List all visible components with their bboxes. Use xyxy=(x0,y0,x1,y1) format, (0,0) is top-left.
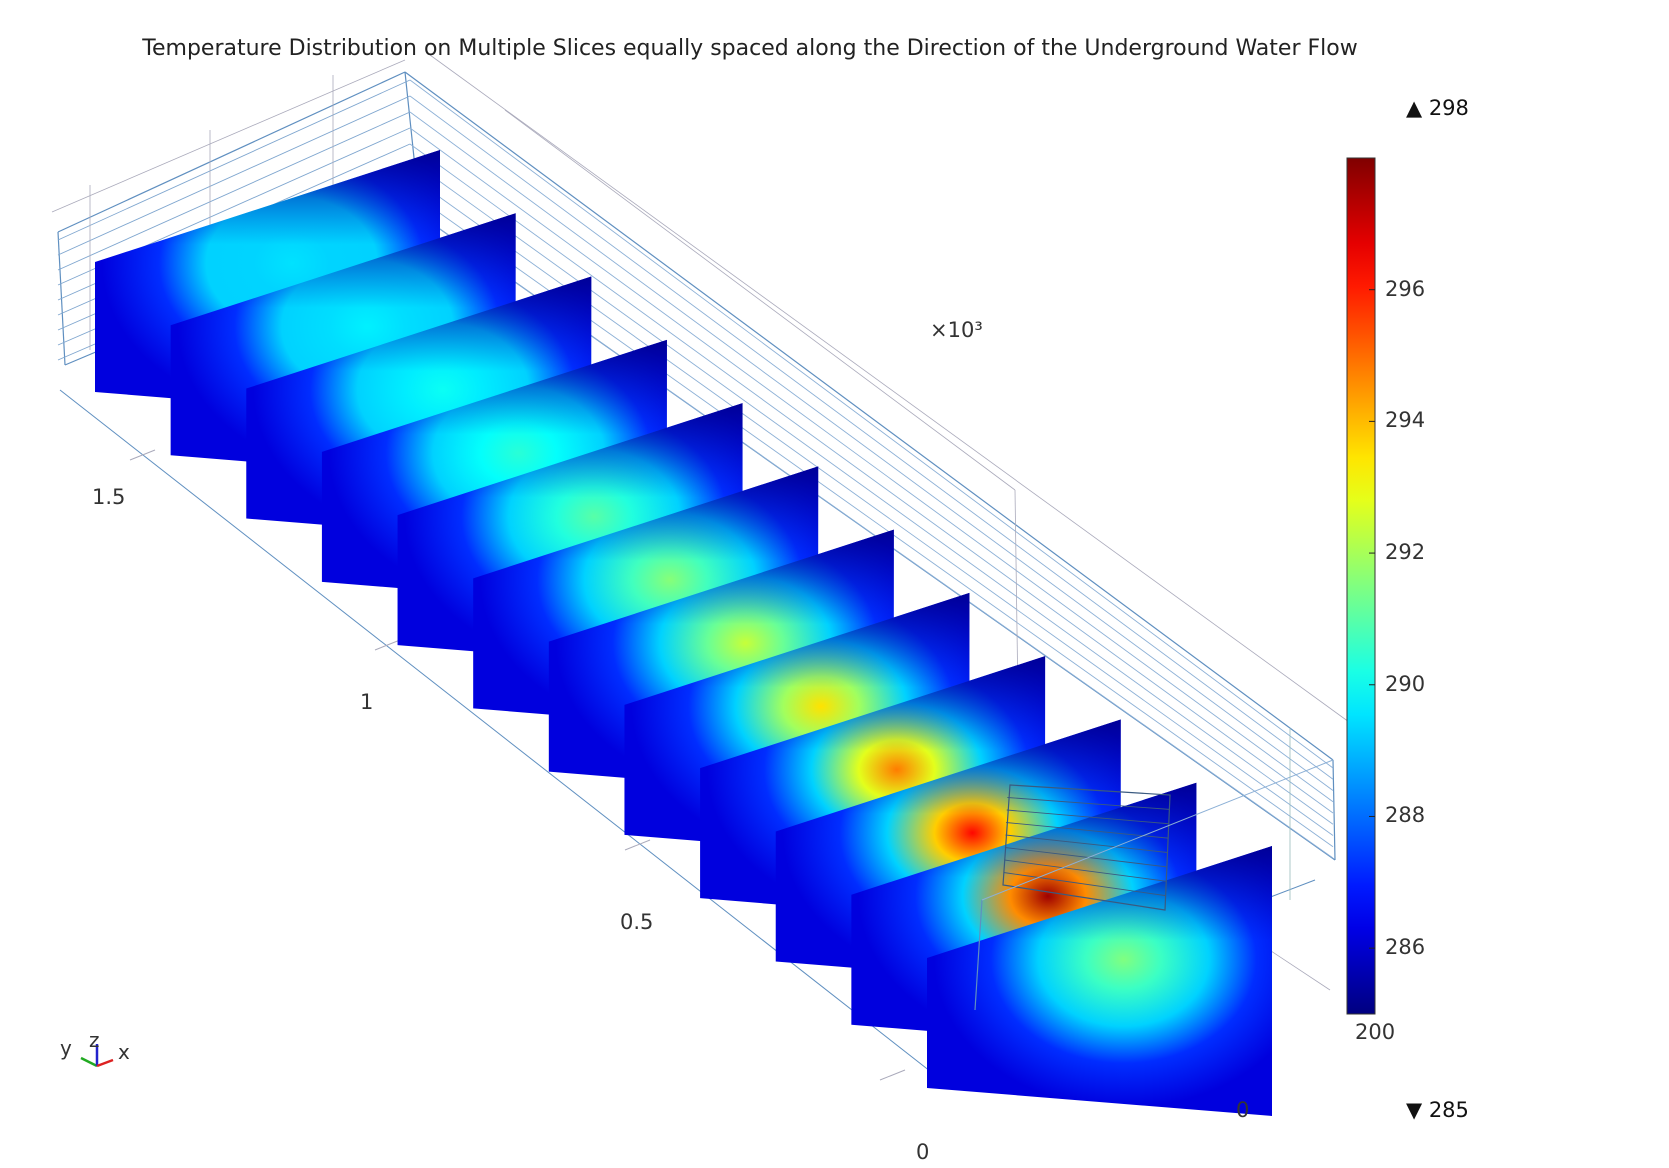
box-edge xyxy=(1005,834,1168,853)
box-edge xyxy=(1006,822,1169,839)
box-edge xyxy=(879,1069,906,1081)
x-tick-label-1: 200 xyxy=(1355,1020,1396,1044)
box-edge xyxy=(981,759,1334,901)
y-tick-label-1: 1.5 xyxy=(92,485,126,509)
box-edge xyxy=(409,95,1334,780)
colorbar-gradient xyxy=(1346,157,1376,1015)
box-edge xyxy=(429,54,1361,731)
triad-label-y: y xyxy=(60,1036,72,1060)
box-edge xyxy=(57,71,406,233)
axis-multiplier-label: ×10³ xyxy=(930,318,983,342)
box-edge xyxy=(57,111,411,271)
box-edge xyxy=(504,109,1016,491)
box-edge xyxy=(1261,944,1331,991)
triad-label-z: z xyxy=(89,1028,100,1052)
colorbar-tick-label-296: 296 xyxy=(1385,276,1426,301)
box-edge xyxy=(57,79,411,241)
colorbar xyxy=(1346,157,1376,1015)
triad-x-arrow xyxy=(96,1058,114,1068)
chart-title: Temperature Distribution on Multiple Sli… xyxy=(142,36,1358,61)
y-tick-label-2: 1 xyxy=(360,690,374,714)
axis-triad-icon xyxy=(80,1044,114,1068)
box-edge xyxy=(974,899,983,1011)
box-edge xyxy=(374,639,401,651)
box-edge xyxy=(409,127,1334,803)
triad-y-arrow xyxy=(80,1056,98,1068)
triad-label-x: x xyxy=(118,1040,130,1064)
colorbar-min-label: ▼ 285 xyxy=(1406,1098,1469,1122)
colorbar-tick-label-288: 288 xyxy=(1385,803,1426,828)
box-edge xyxy=(1004,859,1167,882)
source-box xyxy=(1002,784,1171,911)
box-edge xyxy=(1003,872,1166,897)
colorbar-max-label: ▲ 298 xyxy=(1406,96,1469,120)
box-edge xyxy=(1332,759,1336,861)
box-edge xyxy=(1006,809,1169,825)
box-edge xyxy=(1004,847,1167,868)
box-edge xyxy=(51,59,406,213)
box-edge xyxy=(409,159,1334,825)
colorbar-tick-label-286: 286 xyxy=(1385,935,1426,960)
bounding-box-back xyxy=(51,54,1361,1081)
box-edge xyxy=(409,79,1334,769)
box-edge xyxy=(409,111,1334,791)
colorbar-tick-label-292: 292 xyxy=(1385,540,1426,565)
box-edge xyxy=(624,839,651,851)
colorbar-tick-label-290: 290 xyxy=(1385,671,1426,696)
box-edge xyxy=(404,71,1334,761)
x-tick-label-2: 0 xyxy=(1236,1098,1250,1122)
box-edge xyxy=(409,143,1334,814)
box-edge xyxy=(1007,797,1170,810)
slice-12-shade xyxy=(927,846,1272,1116)
box-edge xyxy=(129,449,156,461)
bounding-box-front xyxy=(974,728,1334,1011)
y-tick-label-4: 0 xyxy=(916,1140,930,1164)
slices-group xyxy=(95,150,1272,1116)
y-tick-label-3: 0.5 xyxy=(620,910,654,934)
colorbar-tick-label-294: 294 xyxy=(1385,408,1426,433)
box-edge xyxy=(57,95,411,256)
